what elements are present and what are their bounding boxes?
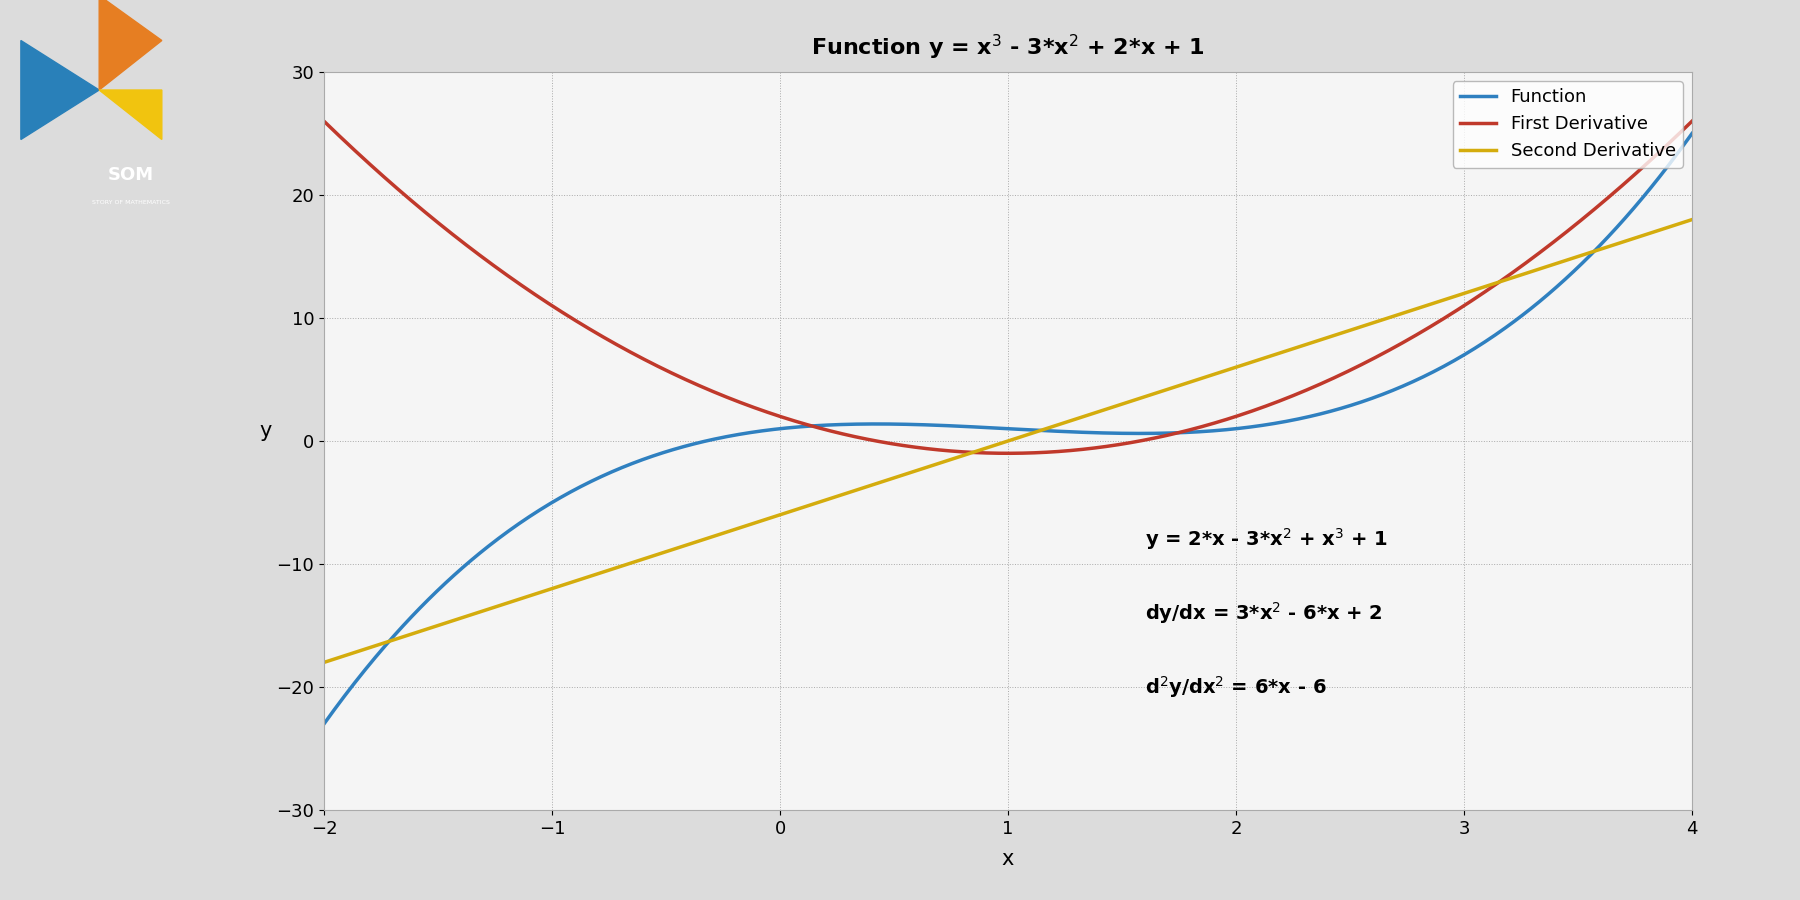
Second Derivative xyxy=(1490,275,1512,286)
First Derivative xyxy=(1186,422,1208,433)
Line: Second Derivative: Second Derivative xyxy=(324,220,1692,662)
First Derivative xyxy=(1352,358,1373,369)
Polygon shape xyxy=(99,0,162,90)
Title: Function y = x$^3$ - 3*x$^2$ + 2*x + 1: Function y = x$^3$ - 3*x$^2$ + 2*x + 1 xyxy=(812,33,1204,62)
Second Derivative xyxy=(1350,321,1372,332)
Function xyxy=(1350,397,1372,408)
First Derivative xyxy=(1492,274,1514,284)
Text: y = 2*x - 3*x$^2$ + x$^3$ + 1: y = 2*x - 3*x$^2$ + x$^3$ + 1 xyxy=(1145,526,1388,553)
First Derivative xyxy=(1681,116,1703,127)
Y-axis label: y: y xyxy=(259,421,272,441)
Second Derivative xyxy=(1107,400,1129,410)
Text: d$^2$y/dx$^2$ = 6*x - 6: d$^2$y/dx$^2$ = 6*x - 6 xyxy=(1145,674,1327,700)
Text: dy/dx = 3*x$^2$ - 6*x + 2: dy/dx = 3*x$^2$ - 6*x + 2 xyxy=(1145,600,1382,626)
First Derivative xyxy=(398,193,419,203)
Function xyxy=(1490,325,1512,336)
Text: STORY OF MATHEMATICS: STORY OF MATHEMATICS xyxy=(92,200,169,205)
Function xyxy=(1681,128,1703,139)
Second Derivative xyxy=(1681,214,1703,225)
Line: First Derivative: First Derivative xyxy=(324,122,1692,454)
Function xyxy=(398,616,419,626)
Second Derivative xyxy=(398,630,419,641)
Function xyxy=(313,718,335,729)
Second Derivative xyxy=(1143,388,1165,399)
Polygon shape xyxy=(99,90,162,140)
Second Derivative xyxy=(1184,375,1206,386)
Function xyxy=(1184,427,1206,437)
Function xyxy=(1143,428,1165,438)
First Derivative xyxy=(313,116,335,127)
First Derivative xyxy=(997,448,1019,459)
X-axis label: x: x xyxy=(1003,849,1013,868)
First Derivative xyxy=(1145,432,1166,443)
Function xyxy=(1107,428,1129,438)
Polygon shape xyxy=(22,40,99,140)
Text: SOM: SOM xyxy=(108,166,153,184)
Line: Function: Function xyxy=(324,133,1692,724)
Second Derivative xyxy=(313,657,335,668)
First Derivative xyxy=(1109,439,1130,450)
Legend: Function, First Derivative, Second Derivative: Function, First Derivative, Second Deriv… xyxy=(1453,81,1683,167)
